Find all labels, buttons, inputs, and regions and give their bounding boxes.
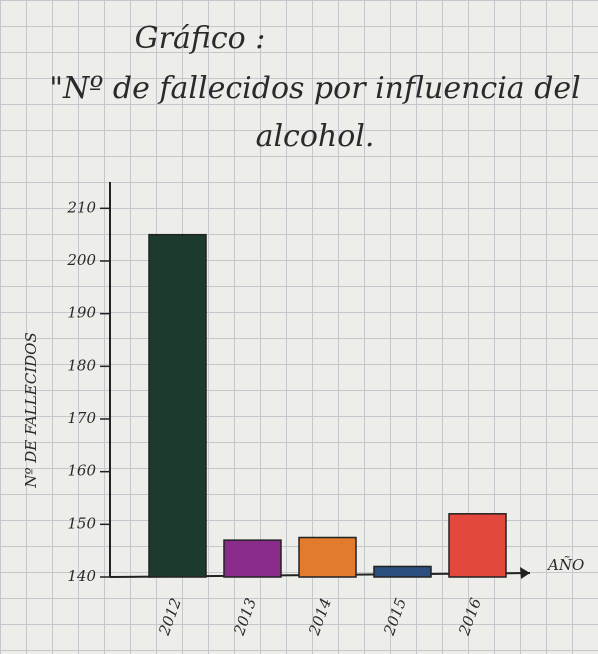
subtitle-box: "Nº de fallecidos por influencia del alc… <box>40 65 590 175</box>
chart-subtitle: "Nº de fallecidos por influencia del alc… <box>40 65 590 161</box>
y-tick-label: 140 <box>67 567 96 585</box>
y-tick-label: 160 <box>67 462 96 480</box>
bar <box>449 514 506 577</box>
y-tick-label: 200 <box>66 251 96 269</box>
chart-title: Gráfico : <box>135 21 266 56</box>
x-tick-label: 2016 <box>455 595 485 638</box>
x-axis-arrow <box>520 567 530 579</box>
bar <box>374 566 431 577</box>
x-tick-label: 2012 <box>155 596 185 639</box>
x-tick-label: 2013 <box>230 596 260 639</box>
y-tick-label: 190 <box>67 304 96 322</box>
x-axis-label: AÑO <box>546 556 584 574</box>
y-tick-label: 150 <box>67 514 96 532</box>
bar <box>149 235 206 577</box>
x-tick-label: 2014 <box>305 596 335 639</box>
y-tick-label: 210 <box>66 198 96 216</box>
y-tick-label: 170 <box>67 409 96 427</box>
bar <box>299 538 356 578</box>
chart: Gráfico : "Nº de fallecidos por influenc… <box>0 0 598 654</box>
y-axis-label: Nº DE FALLECIDOS <box>22 332 40 489</box>
bar <box>224 540 281 577</box>
y-tick-label: 180 <box>67 356 96 374</box>
x-tick-label: 2015 <box>380 596 410 639</box>
